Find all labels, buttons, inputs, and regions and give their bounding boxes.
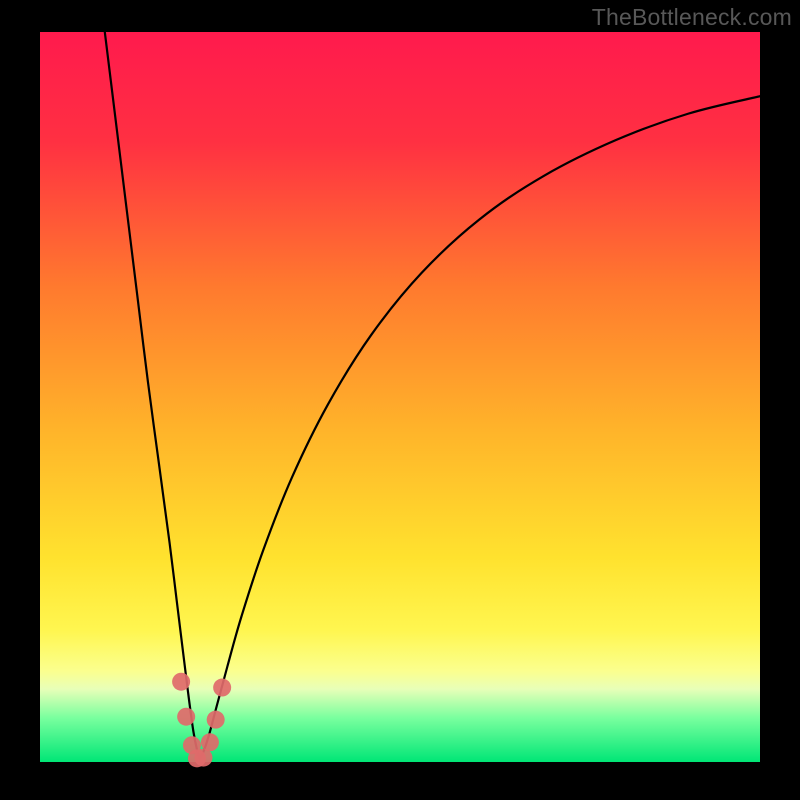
chart-svg	[0, 0, 800, 800]
chart-container: TheBottleneck.com	[0, 0, 800, 800]
marker-dot	[213, 679, 231, 697]
marker-dot	[172, 673, 190, 691]
plot-background-gradient	[40, 32, 760, 762]
marker-dot	[207, 711, 225, 729]
marker-dot	[201, 733, 219, 751]
watermark-text: TheBottleneck.com	[592, 4, 792, 31]
marker-dot	[177, 708, 195, 726]
marker-dot	[194, 749, 212, 767]
